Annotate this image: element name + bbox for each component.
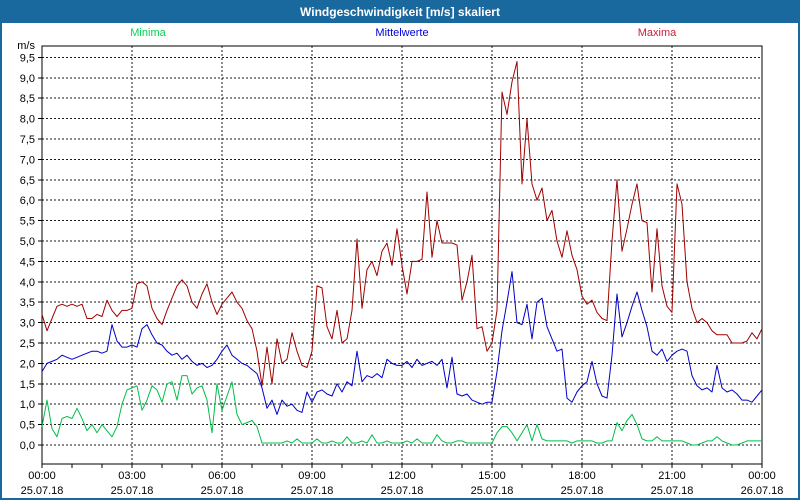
svg-text:12:00: 12:00 [388, 470, 416, 482]
series-mittelwerte [41, 271, 763, 415]
plot-border [41, 45, 763, 465]
svg-text:15:00: 15:00 [478, 470, 506, 482]
svg-text:7,0: 7,0 [20, 154, 35, 166]
svg-text:03:00: 03:00 [118, 470, 146, 482]
svg-text:4,0: 4,0 [20, 277, 35, 289]
svg-text:6,0: 6,0 [20, 195, 35, 207]
svg-text:25.07.18: 25.07.18 [291, 485, 334, 497]
svg-text:5,5: 5,5 [20, 216, 35, 228]
window-title: Windgeschwindigkeit [m/s] skaliert [300, 5, 500, 19]
svg-text:6,5: 6,5 [20, 175, 35, 187]
svg-text:25.07.18: 25.07.18 [381, 485, 424, 497]
axis-ticks [38, 56, 763, 468]
svg-text:25.07.18: 25.07.18 [111, 485, 154, 497]
svg-text:8,0: 8,0 [20, 114, 35, 126]
svg-text:00:00: 00:00 [748, 470, 776, 482]
svg-text:25.07.18: 25.07.18 [201, 485, 244, 497]
svg-text:m/s: m/s [17, 40, 35, 52]
svg-text:1,5: 1,5 [20, 379, 35, 391]
legend-minima: Minima [130, 27, 166, 39]
svg-text:2,0: 2,0 [20, 358, 35, 370]
svg-text:9,0: 9,0 [20, 73, 35, 85]
svg-text:7,5: 7,5 [20, 134, 35, 146]
svg-text:4,5: 4,5 [20, 256, 35, 268]
svg-text:9,5: 9,5 [20, 52, 35, 64]
legend-maxima: Maxima [637, 27, 677, 39]
svg-text:3,5: 3,5 [20, 297, 35, 309]
svg-text:2,5: 2,5 [20, 338, 35, 350]
svg-text:8,5: 8,5 [20, 93, 35, 105]
window-title-bar: Windgeschwindigkeit [m/s] skaliert [2, 2, 798, 23]
svg-text:0,0: 0,0 [20, 440, 35, 452]
svg-text:26.07.18: 26.07.18 [741, 485, 784, 497]
axis-labels: 0,0 0,5 1,0 1,5 2,0 2,5 3,0 3,5 4,0 4,5 5,0 5,5 6,0 6… [17, 40, 783, 497]
svg-text:09:00: 09:00 [298, 470, 326, 482]
svg-text:18:00: 18:00 [568, 470, 596, 482]
svg-text:5,0: 5,0 [20, 236, 35, 248]
svg-text:3,0: 3,0 [20, 318, 35, 330]
series-minima [41, 375, 762, 446]
gridlines [42, 46, 762, 464]
series-maxima [41, 61, 763, 387]
svg-text:25.07.18: 25.07.18 [651, 485, 694, 497]
svg-text:1,0: 1,0 [20, 399, 35, 411]
svg-text:00:00: 00:00 [28, 470, 56, 482]
svg-text:25.07.18: 25.07.18 [21, 485, 64, 497]
legend-mittelwerte: Mittelwerte [375, 27, 429, 39]
svg-text:25.07.18: 25.07.18 [471, 485, 514, 497]
svg-text:25.07.18: 25.07.18 [561, 485, 604, 497]
svg-text:06:00: 06:00 [208, 470, 236, 482]
svg-text:0,5: 0,5 [20, 420, 35, 432]
svg-text:21:00: 21:00 [658, 470, 686, 482]
